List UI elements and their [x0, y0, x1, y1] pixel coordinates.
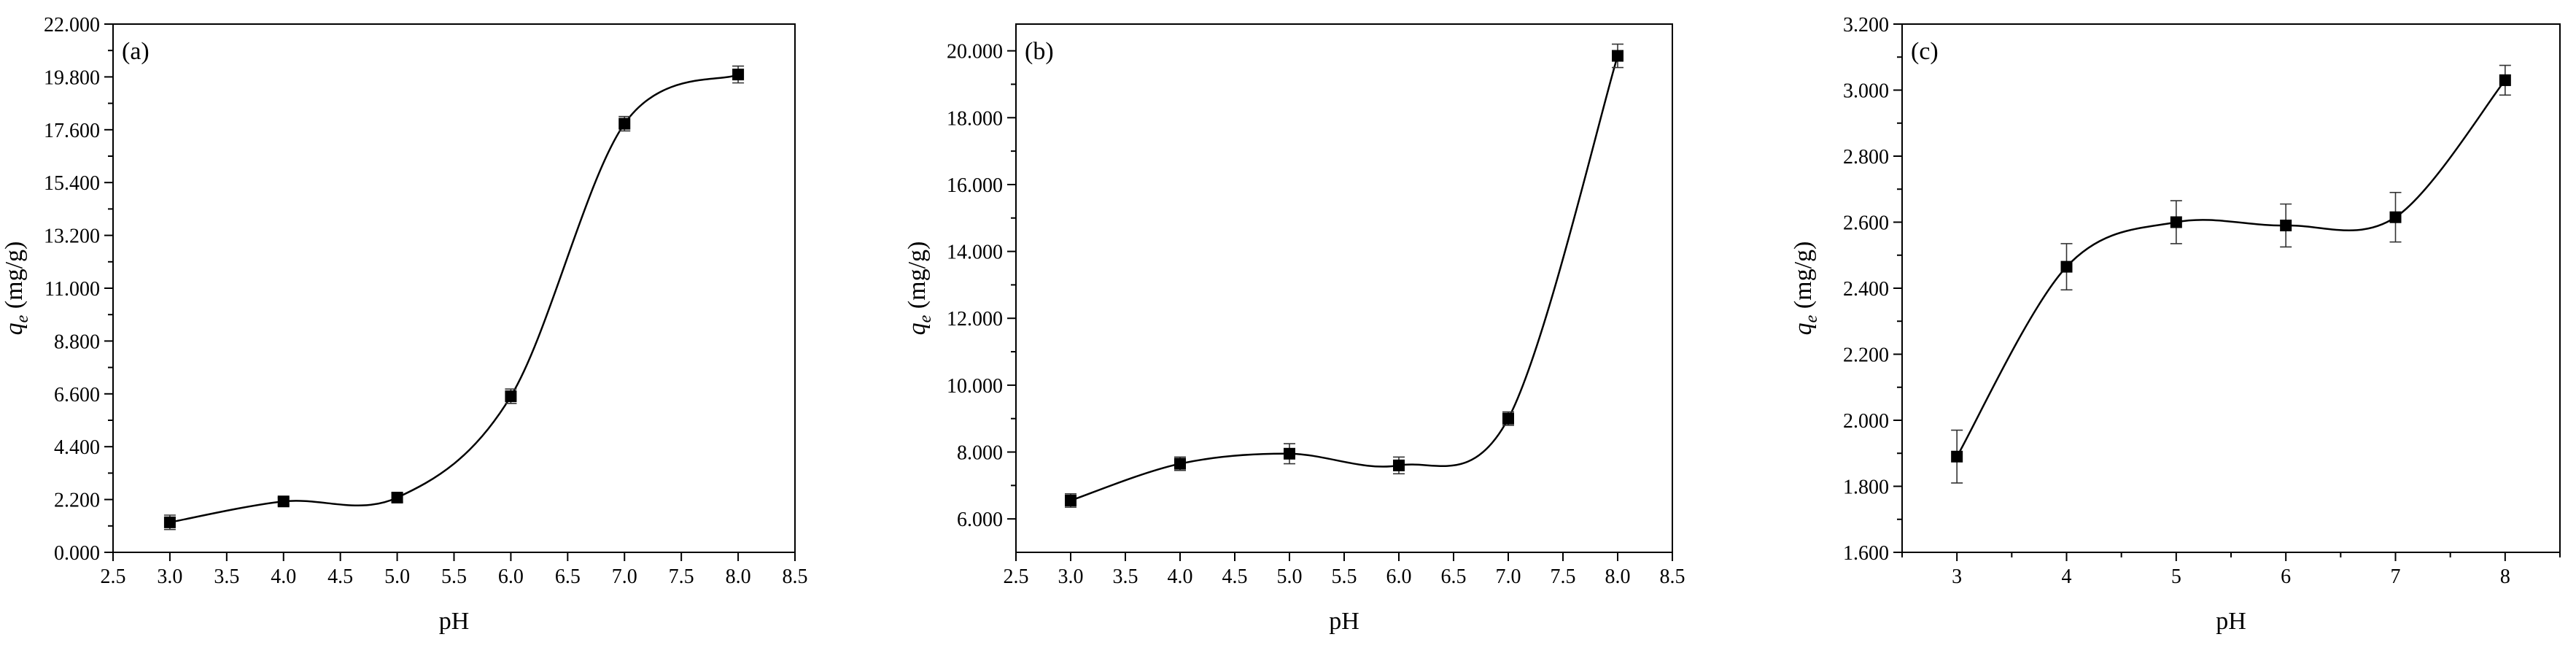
- data-point-a: [732, 69, 745, 81]
- y-tick-label-b: 12.000: [947, 308, 1003, 331]
- y-tick-label-c: 2.200: [1843, 344, 1889, 367]
- x-tick-label-a: 3.5: [214, 565, 239, 588]
- data-point-c: [2060, 260, 2073, 273]
- x-axis-title-a: pH: [439, 608, 470, 635]
- y-tick-label-c: 2.400: [1843, 278, 1889, 301]
- x-tick-label-b: 4.5: [1222, 565, 1248, 588]
- x-tick-label-a: 8.0: [726, 565, 751, 588]
- y-tick-label-a: 15.400: [44, 172, 100, 195]
- x-tick-label-b: 8.5: [1660, 565, 1685, 588]
- x-tick-label-b: 3.5: [1113, 565, 1138, 588]
- y-tick-label-a: 6.600: [54, 384, 100, 406]
- y-tick-label-a: 4.400: [54, 436, 100, 459]
- y-tick-label-c: 3.000: [1843, 80, 1889, 103]
- data-point-a: [391, 491, 403, 503]
- y-tick-label-a: 8.800: [54, 331, 100, 353]
- y-tick-label-a: 22.000: [44, 14, 100, 36]
- data-point-c: [2499, 74, 2511, 86]
- x-tick-label-b: 5.5: [1332, 565, 1357, 588]
- data-point-c: [2389, 211, 2402, 223]
- panel-label-c: (c): [1911, 38, 1939, 65]
- y-tick-label-b: 14.000: [947, 242, 1003, 264]
- series-line-c: [1956, 80, 2506, 457]
- data-point-c: [1951, 450, 1963, 463]
- x-tick-label-b: 6.5: [1441, 565, 1467, 588]
- x-tick-label-a: 6.5: [555, 565, 581, 588]
- x-tick-label-b: 4.0: [1168, 565, 1193, 588]
- plot-frame-a: [112, 23, 796, 553]
- plot-frame-b: [1015, 23, 1673, 553]
- data-point-b: [1612, 50, 1623, 62]
- data-point-b: [1174, 457, 1186, 470]
- y-axis-title-c: qe (mg/g): [1790, 242, 1821, 336]
- y-tick-label-a: 2.200: [54, 490, 100, 512]
- y-tick-label-a: 0.000: [54, 542, 100, 565]
- y-tick-label-a: 11.000: [44, 278, 100, 301]
- y-tick-label-a: 17.600: [44, 120, 100, 142]
- series-line-a: [169, 73, 739, 524]
- data-point-a: [277, 495, 290, 508]
- data-point-c: [2170, 216, 2182, 228]
- y-axis-title-a: qe (mg/g): [1, 242, 32, 336]
- panel-b: 2.5 3.0 3.5 4.0 4.5 5.0 5.5 6.0 6.5 7.0 7.5 8.0 8.5 6…: [904, 23, 1685, 635]
- x-tick-label-c: 3: [1952, 565, 1962, 588]
- data-point-a: [163, 516, 176, 528]
- x-tick-label-b: 3.0: [1058, 565, 1084, 588]
- x-tick-label-c: 8: [2500, 565, 2510, 588]
- x-tick-label-c: 5: [2171, 565, 2181, 588]
- x-tick-label-b: 7.5: [1551, 565, 1576, 588]
- x-axis-title-b: pH: [1329, 608, 1359, 635]
- x-tick-label-a: 5.5: [441, 565, 467, 588]
- data-point-b: [1065, 494, 1076, 506]
- data-point-a: [505, 390, 517, 403]
- y-axis-title-b: qe (mg/g): [904, 242, 935, 336]
- y-tick-label-a: 13.200: [44, 225, 100, 248]
- x-tick-label-a: 2.5: [101, 565, 126, 588]
- x-tick-label-b: 2.5: [1004, 565, 1029, 588]
- data-point-b: [1393, 459, 1405, 471]
- x-tick-label-a: 8.5: [783, 565, 808, 588]
- y-tick-label-c: 2.000: [1843, 410, 1889, 433]
- series-line-b: [1070, 55, 1619, 502]
- x-tick-label-a: 3.0: [157, 565, 182, 588]
- y-tick-label-b: 6.000: [957, 509, 1003, 531]
- x-tick-label-a: 7.0: [612, 565, 637, 588]
- y-tick-label-b: 20.000: [947, 41, 1003, 63]
- y-tick-label-c: 2.800: [1843, 146, 1889, 169]
- y-tick-label-a: 19.800: [44, 66, 100, 89]
- panel-a: 2.5 3.0 3.5 4.0 4.5 5.0 5.5 6.0 6.5 7.0 7.5 8.0 8.5 0…: [1, 14, 808, 635]
- y-tick-label-b: 10.000: [947, 375, 1003, 398]
- y-tick-label-b: 16.000: [947, 174, 1003, 197]
- x-tick-label-b: 8.0: [1605, 565, 1631, 588]
- x-tick-label-b: 6.0: [1386, 565, 1412, 588]
- x-axis-title-c: pH: [2216, 608, 2246, 635]
- panel-label-b: (b): [1025, 38, 1054, 65]
- data-point-b: [1502, 412, 1514, 425]
- data-point-c: [2280, 220, 2292, 232]
- x-tick-label-c: 7: [2391, 565, 2401, 588]
- x-tick-label-b: 5.0: [1277, 565, 1303, 588]
- y-tick-label-c: 1.600: [1843, 542, 1889, 565]
- y-tick-label-c: 1.800: [1843, 476, 1889, 499]
- panel-c: 3 4 5 6 7 8 1.600 1.800 2.000 2.200 2.400 2.600 2.80…: [1790, 14, 2561, 635]
- x-tick-label-a: 6.0: [498, 565, 524, 588]
- x-tick-label-b: 7.0: [1496, 565, 1521, 588]
- x-tick-label-a: 4.0: [271, 565, 296, 588]
- data-point-b: [1284, 447, 1295, 460]
- y-tick-label-c: 3.200: [1843, 14, 1889, 36]
- y-tick-label-c: 2.600: [1843, 212, 1889, 235]
- panel-label-a: (a): [122, 38, 150, 65]
- x-tick-label-a: 7.5: [669, 565, 694, 588]
- x-tick-label-a: 5.0: [384, 565, 410, 588]
- x-tick-label-c: 6: [2281, 565, 2291, 588]
- x-tick-label-a: 4.5: [327, 565, 353, 588]
- data-point-a: [618, 117, 631, 130]
- x-tick-label-c: 4: [2062, 565, 2072, 588]
- y-tick-label-b: 8.000: [957, 442, 1003, 465]
- y-tick-label-b: 18.000: [947, 107, 1003, 130]
- plot-frame-c: [1901, 23, 2561, 553]
